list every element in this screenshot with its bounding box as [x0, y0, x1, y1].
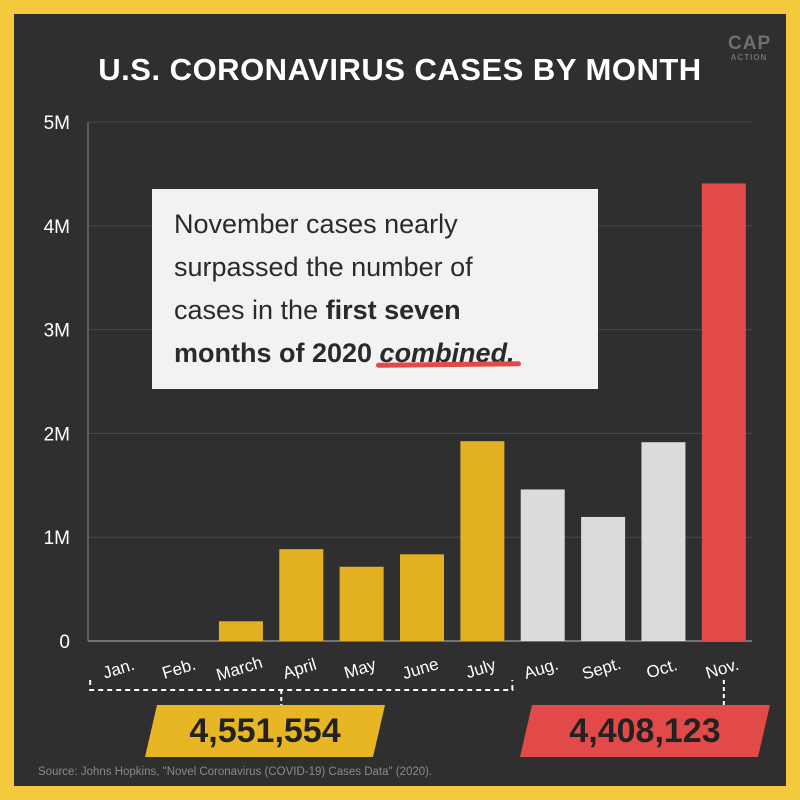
- total-november: 4,408,123: [520, 705, 770, 757]
- x-tick-label: March: [214, 653, 265, 685]
- bar: [279, 549, 324, 641]
- annotation-line-2: surpassed the number of: [174, 252, 473, 282]
- logo-line-2: ACTION: [730, 53, 768, 62]
- annotation-line-3: cases in the first seven: [174, 289, 576, 332]
- y-tick-label: 1M: [44, 528, 70, 549]
- bar: [520, 489, 565, 641]
- annotation-line-3-bold: first seven: [325, 295, 461, 325]
- y-tick-label: 5M: [44, 113, 70, 134]
- y-tick-label: 2M: [44, 424, 70, 445]
- annotation-emphasis: combined.: [379, 338, 515, 368]
- bar: [400, 554, 444, 641]
- x-tick-label: July: [464, 655, 499, 682]
- chart-panel: [14, 14, 786, 786]
- chart-title: U.S. CORONAVIRUS CASES BY MONTH: [98, 52, 702, 87]
- bracket-first-seven: [89, 680, 514, 691]
- bar: [339, 566, 384, 641]
- x-tick-label: Oct.: [644, 655, 679, 682]
- bar: [218, 621, 263, 641]
- annotation-line-4-bold: months of 2020: [174, 338, 380, 368]
- y-tick-label: 4M: [44, 217, 70, 238]
- bar: [460, 441, 505, 641]
- x-tick-label: June: [400, 654, 441, 683]
- annotation-line-1: November cases nearly: [174, 209, 458, 239]
- y-tick-label: 3M: [44, 321, 70, 342]
- logo-line-1: CAP: [728, 33, 772, 54]
- cap-action-logo: CAP ACTION: [728, 34, 770, 62]
- annotation-line-3-plain: cases in the: [174, 295, 326, 325]
- bar: [581, 516, 626, 641]
- bar: [701, 183, 746, 641]
- x-tick-label: Jan.: [100, 655, 136, 683]
- y-tick-label: 0: [59, 632, 70, 653]
- x-tick-label: Sept.: [580, 654, 624, 684]
- x-tick-label: Aug.: [522, 655, 561, 683]
- annotation-line-4: months of 2020 combined.: [174, 332, 576, 375]
- bar: [641, 442, 686, 641]
- source-note: Source: Johns Hopkins, "Novel Coronaviru…: [38, 766, 433, 778]
- annotation-box: November cases nearly surpassed the numb…: [152, 189, 598, 389]
- total-first-seven-months: 4,551,554: [145, 705, 385, 757]
- x-tick-label: May: [342, 655, 379, 683]
- x-tick-label: Nov.: [703, 655, 741, 683]
- x-tick-label: April: [281, 655, 319, 683]
- x-tick-label: Feb.: [160, 655, 198, 683]
